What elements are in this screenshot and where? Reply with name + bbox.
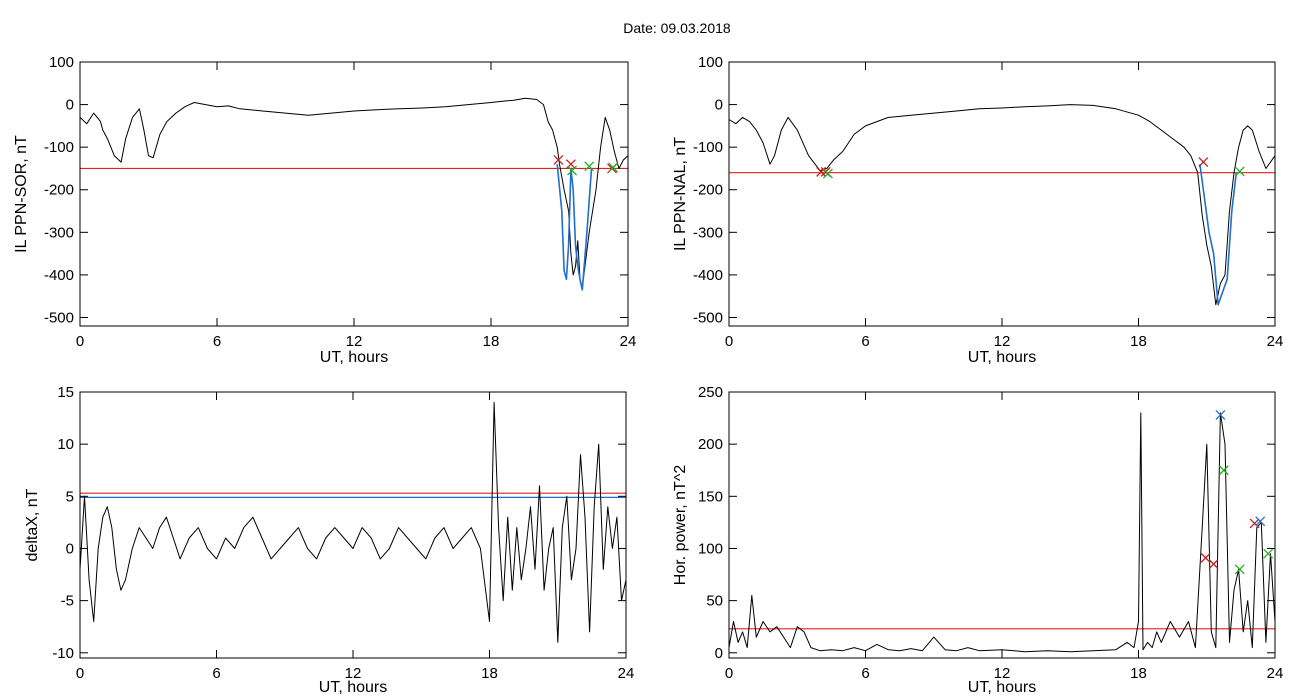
top-right-ytick-label-1: 0 xyxy=(715,97,723,114)
top-left-ytick-label-5: -400 xyxy=(44,267,74,284)
bottom-left-ytick-label-1: 10 xyxy=(57,436,74,453)
top-left-marker-3 xyxy=(584,161,595,172)
top-right-ytick-label-3: -200 xyxy=(693,182,723,199)
bottom-right-ytick-label-2: 150 xyxy=(698,488,723,505)
top-left-ytick-label-6: -500 xyxy=(44,309,74,326)
bottom-right-ytick-label-3: 100 xyxy=(698,540,723,557)
bottom-left-xtick-label-0: 0 xyxy=(76,665,84,682)
bottom-left-xtick-label-1: 6 xyxy=(212,665,220,682)
bottom-right-plot-frame xyxy=(728,391,1276,659)
bottom-right-marker-1 xyxy=(1208,559,1219,570)
top-left-xtick-label-3: 18 xyxy=(483,333,500,350)
top-right-ytick-label-5: -400 xyxy=(693,267,723,284)
bottom-right-marker-2 xyxy=(1215,409,1226,420)
figure-title: Date: 09.03.2018 xyxy=(623,20,731,36)
top-left-ytick-label-4: -300 xyxy=(44,224,74,241)
bottom-left-ytick-label-5: -10 xyxy=(52,645,74,662)
top-right-marker-3 xyxy=(1198,157,1209,168)
top-left-ytick-label-1: 0 xyxy=(66,97,74,114)
top-right-ytick-label-4: -300 xyxy=(693,224,723,241)
bottom-right-xtick-label-2: 12 xyxy=(994,665,1011,682)
top-left-xtick-label-4: 24 xyxy=(620,333,637,350)
top-right-xtick-label-3: 18 xyxy=(1130,333,1147,350)
bottom-left-xtick-label-3: 18 xyxy=(481,665,498,682)
top-right-ytick-label-6: -500 xyxy=(693,309,723,326)
top-right-series-line-1 xyxy=(1199,164,1238,306)
bottom-right-xtick-label-0: 0 xyxy=(725,665,733,682)
top-right-xtick-label-0: 0 xyxy=(725,333,733,350)
ylabel-top-left: IL PPN-SOR, nT xyxy=(13,135,30,253)
bottom-left-plot-frame xyxy=(79,391,627,659)
bottom-right-ytick-label-1: 200 xyxy=(698,436,723,453)
panel-bottom-left: deltaX, nT UT, hours 0 6 12 18 24 15 10 5 0 -5 -10 xyxy=(24,384,634,696)
top-left-xtick-label-0: 0 xyxy=(76,333,84,350)
bottom-left-xtick-label-4: 24 xyxy=(618,665,635,682)
top-right-marker-0 xyxy=(816,166,827,177)
bottom-right-xtick-label-3: 18 xyxy=(1130,665,1147,682)
bottom-right-marker-4 xyxy=(1234,564,1245,575)
top-right-xtick-label-1: 6 xyxy=(861,333,869,350)
top-right-xtick-label-2: 12 xyxy=(994,333,1011,350)
top-right-marker-2 xyxy=(823,168,833,179)
top-left-xtick-label-2: 12 xyxy=(346,333,363,350)
top-right-xtick-label-4: 24 xyxy=(1267,333,1284,350)
xlabel-bottom-left: UT, hours xyxy=(319,679,387,696)
top-right-marker-4 xyxy=(1234,166,1245,177)
top-left-plot-frame xyxy=(79,61,629,327)
bottom-right-series-line-0 xyxy=(728,412,1276,653)
top-left-marker-0 xyxy=(553,154,564,165)
bottom-left-series-line-0 xyxy=(79,401,627,643)
top-left-ytick-label-2: -100 xyxy=(44,139,74,156)
top-left-series-line-0 xyxy=(79,97,629,289)
xlabel-top-right: UT, hours xyxy=(968,349,1036,366)
xlabel-top-left: UT, hours xyxy=(320,349,388,366)
top-left-marker-2 xyxy=(567,165,578,176)
bottom-right-marker-6 xyxy=(1255,516,1266,527)
bottom-right-ytick-label-5: 0 xyxy=(715,645,723,662)
bottom-right-xtick-label-4: 24 xyxy=(1267,665,1284,682)
top-left-marker-5 xyxy=(608,162,619,173)
top-left-series-line-1 xyxy=(556,164,593,291)
bottom-right-ytick-label-4: 50 xyxy=(706,593,723,610)
bottom-right-marker-0 xyxy=(1200,552,1211,563)
panel-bottom-right: Hor. power, nT^2 UT, hours 0 6 12 18 24 250 20… xyxy=(672,384,1283,696)
top-left-ytick-label-3: -200 xyxy=(44,182,74,199)
bottom-right-xtick-label-1: 6 xyxy=(861,665,869,682)
ylabel-bottom-left: deltaX, nT xyxy=(24,488,41,561)
top-right-ytick-label-2: -100 xyxy=(693,139,723,156)
bottom-left-ytick-label-0: 15 xyxy=(57,384,74,401)
bottom-left-xtick-label-2: 12 xyxy=(345,665,362,682)
ylabel-top-right: IL PPN-NAL, nT xyxy=(672,137,689,251)
bottom-right-marker-7 xyxy=(1263,548,1274,559)
bottom-left-ytick-label-3: 0 xyxy=(66,540,74,557)
top-left-marker-1 xyxy=(565,159,576,170)
top-right-series-line-0 xyxy=(728,104,1276,306)
top-right-plot-frame xyxy=(728,61,1276,327)
panel-top-right: IL PPN-NAL, nT UT, hours 0 6 12 18 24 100 0 -10… xyxy=(672,54,1283,366)
top-left-ytick-label-0: 100 xyxy=(49,54,74,71)
xlabel-bottom-right: UT, hours xyxy=(968,679,1036,696)
bottom-right-marker-5 xyxy=(1249,518,1260,529)
top-right-ytick-label-0: 100 xyxy=(698,54,723,71)
bottom-right-ytick-label-0: 250 xyxy=(698,384,723,401)
bottom-left-ytick-label-2: 5 xyxy=(66,488,74,505)
bottom-right-marker-3 xyxy=(1218,465,1229,476)
top-left-xtick-label-1: 6 xyxy=(213,333,221,350)
ylabel-bottom-right: Hor. power, nT^2 xyxy=(672,465,689,586)
panel-top-left: IL PPN-SOR, nT UT, hours 0 6 12 18 24 100 0 -10… xyxy=(13,54,636,366)
bottom-left-ytick-label-4: -5 xyxy=(61,593,74,610)
